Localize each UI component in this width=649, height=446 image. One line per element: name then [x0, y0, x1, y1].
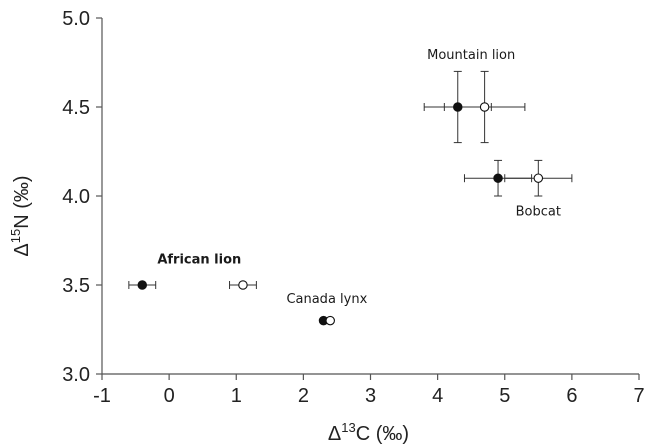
y-axis-title-suffix: N (‰): [11, 175, 33, 228]
x-tick-label: -1: [93, 385, 111, 407]
x-axis-title-suffix: C (‰): [356, 423, 409, 445]
filled-data-point: [453, 102, 463, 112]
axes: -1 0 1 2 3 4 5 6 7 3.0 3.5 4.0 4.5 5.0: [62, 8, 644, 407]
y-axis-title: Δ15N (‰): [8, 175, 33, 256]
annotation-label: Mountain lion: [427, 48, 515, 63]
axis-titles: Δ13C (‰)Δ15N (‰): [8, 175, 409, 445]
x-tick-label: 4: [432, 385, 443, 407]
x-tick-label: 5: [499, 385, 510, 407]
y-tick-label: 4.0: [62, 186, 90, 208]
x-axis-title-prefix: Δ: [328, 423, 341, 445]
x-tick-label: 0: [164, 385, 175, 407]
y-tick-label: 3.0: [62, 364, 90, 386]
x-tick-label: 7: [633, 385, 644, 407]
filled-data-point: [493, 173, 503, 183]
x-axis-title-superscript: 13: [341, 420, 355, 435]
open-data-point: [238, 280, 248, 290]
annotations: Mountain lion Bobcat African lion Canada ly…: [157, 48, 561, 307]
open-data-point: [479, 102, 490, 112]
open-data-point: [325, 315, 335, 326]
y-axis-title-superscript: 15: [8, 229, 23, 243]
data-points: [137, 102, 544, 326]
filled-data-point: [137, 280, 148, 290]
x-tick-label: 3: [365, 385, 376, 407]
annotation-label: Canada lynx: [286, 292, 367, 307]
y-tick-label: 3.5: [62, 275, 90, 297]
x-axis-title: Δ13C (‰): [328, 420, 409, 445]
x-tick-label: 6: [566, 385, 577, 407]
y-tick-label: 4.5: [62, 97, 90, 119]
y-tick-label: 5.0: [62, 8, 90, 30]
x-tick-label: 2: [298, 385, 309, 407]
y-axis-title-prefix: Δ: [11, 243, 33, 256]
open-data-point: [533, 173, 544, 183]
annotation-label: Bobcat: [516, 205, 561, 220]
annotation-label: African lion: [157, 253, 241, 268]
x-tick-label: 1: [231, 385, 242, 407]
